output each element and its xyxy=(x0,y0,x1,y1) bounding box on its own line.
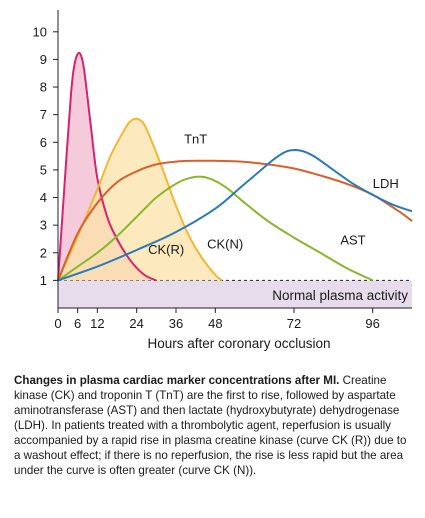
y-tick-label: 6 xyxy=(40,135,47,150)
y-tick-label: 1 xyxy=(40,273,47,288)
series-label: CK(R) xyxy=(148,242,184,257)
fill-ckn xyxy=(58,118,222,281)
y-tick-label: 5 xyxy=(40,162,47,177)
caption-title: Changes in plasma cardiac marker concent… xyxy=(14,374,340,387)
line-ckr xyxy=(57,51,157,282)
x-tick-label: 0 xyxy=(54,316,61,331)
x-tick-label: 6 xyxy=(74,316,81,331)
normal-activity-band xyxy=(58,280,412,308)
series-label: LDH xyxy=(373,176,399,191)
line-ckn xyxy=(57,117,223,282)
series-label: TnT xyxy=(184,132,207,147)
line-ast xyxy=(57,175,374,282)
y-tick-label: 2 xyxy=(40,245,47,260)
x-tick-label: 24 xyxy=(129,316,143,331)
series-label: AST xyxy=(340,232,365,247)
series-lines xyxy=(57,51,413,282)
figure-caption: Changes in plasma cardiac marker concent… xyxy=(14,373,414,478)
y-tick-label: 9 xyxy=(40,52,47,67)
series-labels: TnT LDH AST CK(R) CK(N) xyxy=(148,132,399,257)
caption-body: Creatine kinase (CK) and troponin T (TnT… xyxy=(14,374,407,477)
line-tnt xyxy=(57,159,413,281)
line-ldh xyxy=(57,148,413,282)
y-tick-label: 4 xyxy=(40,190,47,205)
normal-activity-region: Normal plasma activity xyxy=(58,279,412,308)
x-tick-label: 96 xyxy=(365,316,379,331)
curve-fills xyxy=(58,52,222,281)
series-label: CK(N) xyxy=(207,237,243,252)
x-axis-title: Hours after coronary occlusion xyxy=(147,336,330,351)
y-tick-label: 10 xyxy=(33,24,47,39)
x-tick-label: 36 xyxy=(169,316,183,331)
y-tick-label: 7 xyxy=(40,107,47,122)
x-tick-label: 72 xyxy=(287,316,301,331)
y-tick-label: 3 xyxy=(40,218,47,233)
baseline-label: Normal plasma activity xyxy=(272,288,408,303)
x-tick-label: 12 xyxy=(90,316,104,331)
x-tick-label: 48 xyxy=(208,316,222,331)
y-tick-label: 8 xyxy=(40,80,47,95)
